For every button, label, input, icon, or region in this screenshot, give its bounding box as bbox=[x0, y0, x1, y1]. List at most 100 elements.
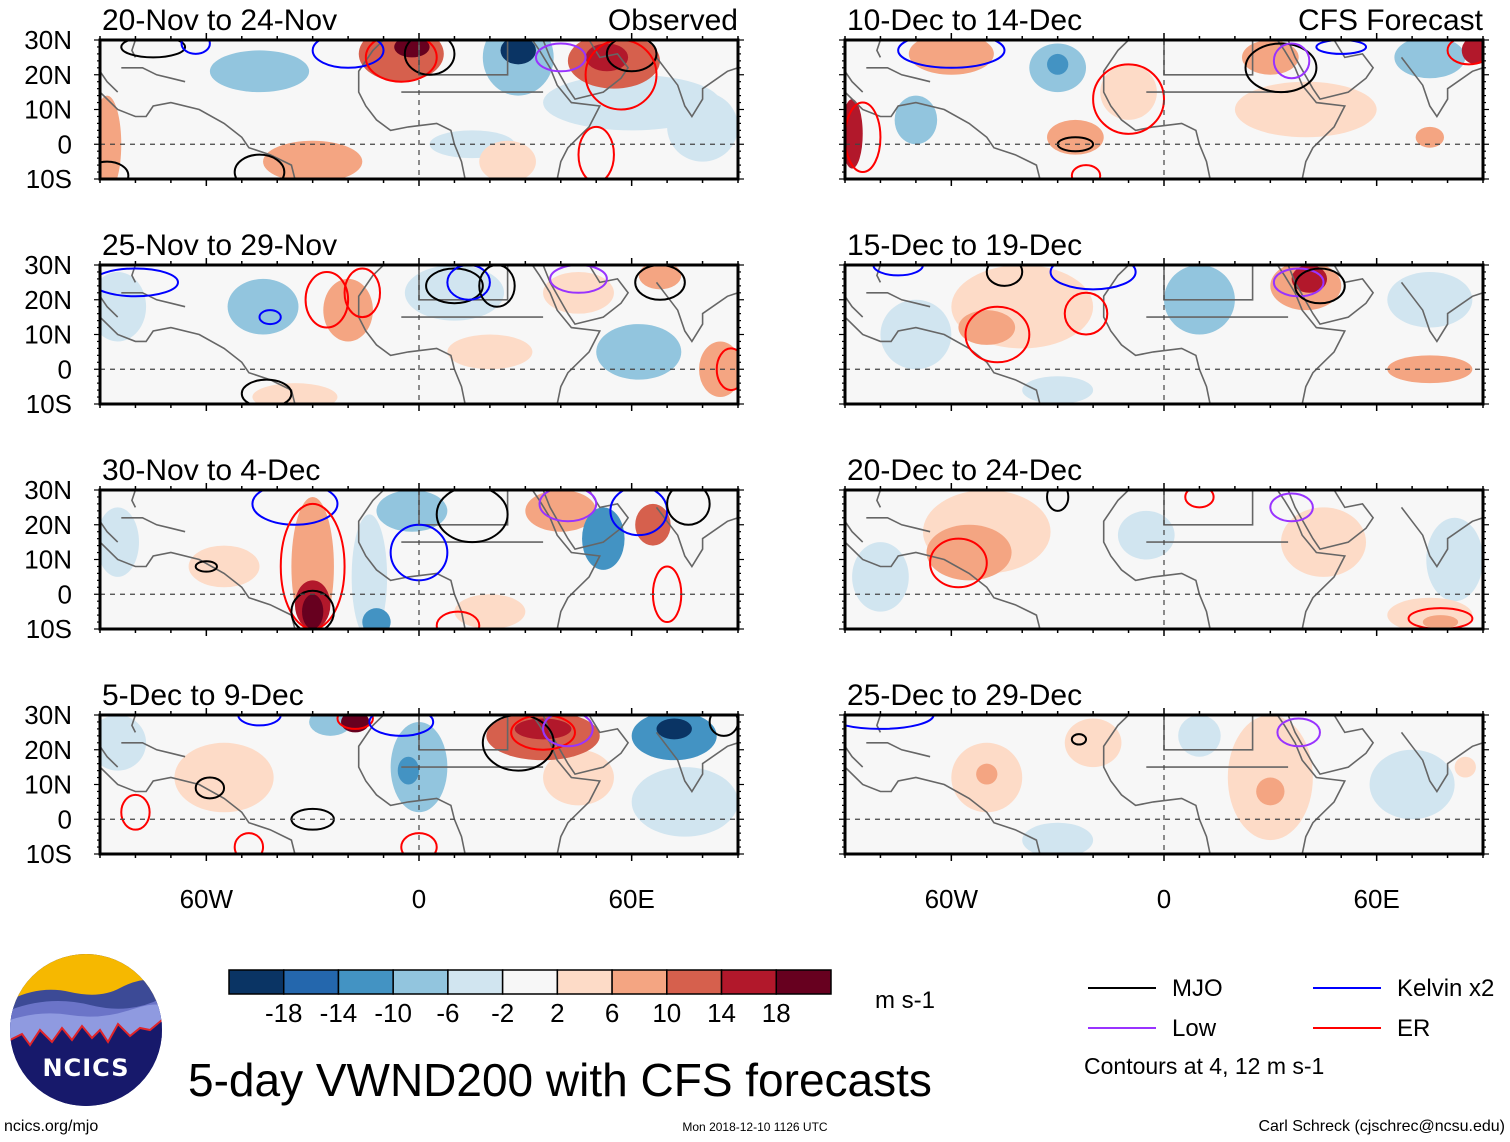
contour-er bbox=[964, 305, 1031, 364]
panel-field bbox=[100, 265, 738, 404]
coastline-central-america bbox=[845, 295, 864, 318]
coastline-south-america bbox=[845, 541, 1041, 629]
y-tick-label: 0 bbox=[58, 804, 72, 834]
anomaly-blob bbox=[227, 278, 299, 335]
coastline-caribbean bbox=[121, 67, 186, 83]
anomaly-blob bbox=[638, 265, 682, 290]
coastline-east-africa bbox=[1276, 265, 1347, 404]
contour-kelvin-x2 bbox=[251, 490, 339, 526]
y-tick-label: 10N bbox=[24, 320, 72, 350]
coastline-india bbox=[1400, 56, 1483, 118]
contour-er bbox=[336, 715, 374, 730]
anomaly-blob bbox=[1387, 271, 1473, 328]
colorbar-tick-label: 14 bbox=[707, 998, 736, 1028]
contour-kelvin-x2 bbox=[1049, 265, 1137, 291]
contour-kelvin-x2 bbox=[845, 715, 935, 730]
anomaly-blob bbox=[1415, 126, 1445, 148]
anomaly-blob bbox=[100, 507, 139, 577]
x-tick-label: 60W bbox=[180, 884, 234, 914]
coastline-florida bbox=[876, 265, 882, 283]
contour-er bbox=[279, 502, 346, 629]
map-panel-p6: 15-Dec to 19-Dec bbox=[839, 229, 1489, 411]
contour-low bbox=[542, 715, 594, 748]
colorbar-tick-label: -2 bbox=[491, 998, 514, 1028]
coastline-india bbox=[1400, 506, 1483, 568]
colorbar-swatch bbox=[392, 969, 449, 995]
contour-mjo bbox=[985, 265, 1024, 287]
legend-item-kelvin-x2: Kelvin x2 bbox=[1313, 975, 1494, 1002]
colorbar-tick-label: -10 bbox=[374, 998, 412, 1028]
anomaly-blob bbox=[1369, 749, 1455, 820]
anomaly-blob bbox=[699, 341, 738, 398]
contour-mjo bbox=[233, 153, 286, 179]
contour-mjo bbox=[666, 490, 711, 526]
map-panel-p5: 10-Dec to 14-Dec CFS Forecast bbox=[839, 4, 1489, 186]
anomaly-blob bbox=[1256, 777, 1285, 806]
legend: MJO Kelvin x2 Low ER bbox=[1088, 975, 1494, 1042]
website-link[interactable]: ncics.org/mjo bbox=[4, 1118, 98, 1135]
panels-group: 20-Nov to 24-Nov Observed30N20N10N010S25-… bbox=[24, 4, 1489, 914]
y-tick-label: 10S bbox=[26, 389, 72, 419]
anomaly-blob bbox=[1178, 715, 1221, 757]
coastlines bbox=[100, 490, 738, 629]
anomaly-blob bbox=[1426, 517, 1483, 602]
contour-kelvin-x2 bbox=[100, 267, 179, 298]
contour-mjo bbox=[1244, 42, 1318, 94]
coastline-arabia bbox=[542, 265, 630, 326]
anomaly-blob bbox=[397, 756, 419, 785]
contour-er bbox=[1407, 607, 1474, 629]
contour-er bbox=[435, 610, 481, 629]
contour-er bbox=[120, 793, 151, 831]
anomaly-blob bbox=[174, 742, 274, 813]
colorbar-swatch bbox=[501, 969, 559, 995]
legend-label: ER bbox=[1397, 1015, 1430, 1042]
contour-mjo bbox=[403, 40, 456, 76]
anomaly-blob bbox=[1422, 615, 1459, 629]
coastline-south-america bbox=[845, 766, 1041, 854]
x-tick-label: 0 bbox=[412, 884, 426, 914]
y-tick-label: 10S bbox=[26, 839, 72, 869]
contour-mjo bbox=[634, 265, 686, 301]
anomaly-blob bbox=[1064, 718, 1122, 768]
contour-mjo bbox=[290, 589, 335, 629]
coastline-south-america bbox=[845, 91, 1041, 179]
contour-low bbox=[549, 265, 608, 294]
coastlines bbox=[845, 715, 1483, 854]
contour-kelvin-x2 bbox=[897, 40, 1006, 69]
contour-er bbox=[1446, 40, 1483, 66]
contour-er bbox=[577, 125, 615, 179]
anomaly-blob bbox=[1291, 265, 1328, 293]
anomaly-blob bbox=[525, 490, 597, 532]
coastline-caribbean bbox=[121, 291, 186, 308]
contour-er bbox=[343, 267, 382, 319]
anomaly-blob bbox=[1022, 376, 1094, 404]
panel-label: 25-Nov to 29-Nov bbox=[102, 229, 337, 262]
contour-kelvin-x2 bbox=[258, 309, 282, 326]
anomaly-blob bbox=[309, 715, 352, 736]
legend-item-er: ER bbox=[1313, 1015, 1430, 1042]
legend-item-mjo: MJO bbox=[1088, 975, 1223, 1002]
anomaly-blob bbox=[1280, 507, 1367, 577]
anomaly-blob bbox=[351, 514, 388, 629]
anomaly-blob bbox=[852, 542, 909, 612]
colorbar-unit-label: m s-1 bbox=[875, 987, 935, 1014]
coastline-arabia bbox=[542, 490, 630, 551]
anomaly-blob bbox=[1234, 81, 1377, 138]
y-tick-label: 0 bbox=[58, 129, 72, 159]
colorbar-tick-label: -6 bbox=[436, 998, 459, 1028]
anomaly-blob bbox=[1047, 53, 1069, 75]
coastline-india bbox=[655, 56, 738, 118]
y-tick-label: 0 bbox=[58, 354, 72, 384]
y-tick-label: 10N bbox=[24, 95, 72, 125]
anomaly-blob bbox=[263, 140, 363, 179]
anomaly-blob bbox=[479, 140, 536, 179]
panel-label: 10-Dec to 14-Dec bbox=[847, 4, 1082, 37]
coastline-caribbean bbox=[121, 516, 186, 533]
x-tick-label: 0 bbox=[1157, 884, 1171, 914]
colorbar-tick-label: 6 bbox=[605, 998, 619, 1028]
anomaly-blob bbox=[1100, 64, 1157, 120]
anomaly-blob bbox=[394, 40, 430, 58]
contour-low bbox=[534, 42, 587, 73]
anomaly-blob bbox=[880, 299, 952, 370]
